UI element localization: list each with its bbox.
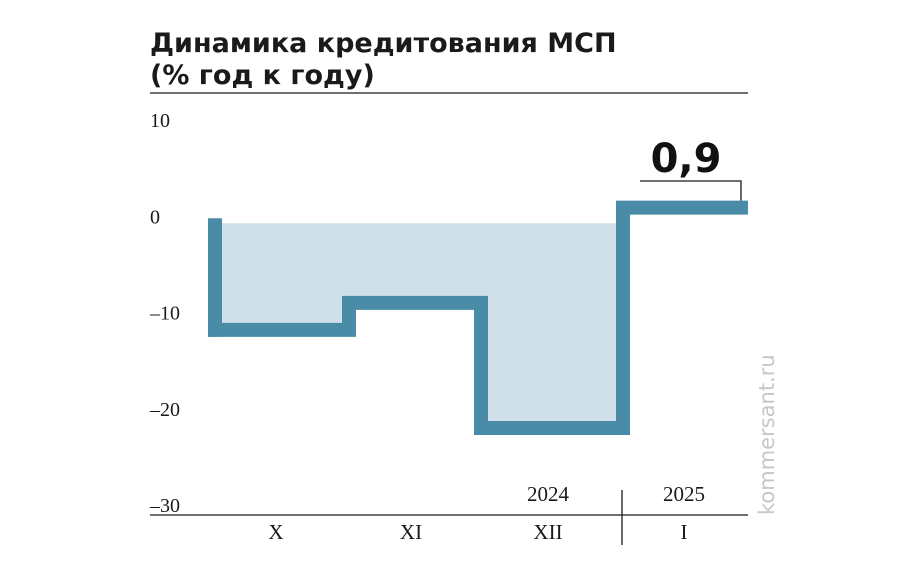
chart-subtitle: (% год к году)	[150, 60, 375, 91]
area-segment-x	[215, 223, 349, 330]
area-segment-xi	[349, 223, 481, 303]
source-watermark: kommersant.ru	[755, 354, 779, 515]
area-segment-xii	[481, 223, 623, 428]
x-category-label: X	[268, 520, 283, 544]
callout-leader-line	[640, 180, 742, 201]
chart-title: Динамика кредитования МСП	[150, 28, 617, 59]
value-callout: 0,9	[640, 136, 742, 201]
x-axis: X XI XII I 2024 2025	[150, 482, 748, 545]
x-category-label: I	[681, 520, 688, 544]
x-category-label: XI	[400, 520, 422, 544]
year-label: 2025	[663, 482, 705, 506]
y-axis-ticks: 10 0 –10 –20 –30	[149, 110, 180, 517]
x-category-label: XII	[533, 520, 562, 544]
year-label: 2024	[527, 482, 570, 506]
y-tick-label: –10	[149, 303, 180, 325]
y-tick-label: –20	[149, 399, 180, 421]
y-tick-label: 10	[150, 110, 170, 132]
area-layer	[215, 223, 623, 428]
step-line-layer	[208, 200, 748, 435]
y-tick-label: 0	[150, 206, 160, 228]
y-tick-label: –30	[149, 495, 180, 517]
callout-value: 0,9	[651, 136, 722, 182]
